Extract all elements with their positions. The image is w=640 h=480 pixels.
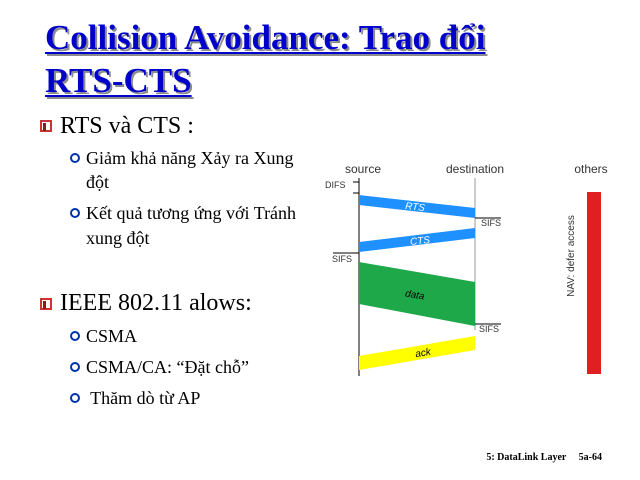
sub-bullet-reduce-collision-line1: Giảm khả năng Xảy ra Xung	[86, 148, 294, 168]
data-frame	[359, 262, 475, 326]
square-bullet-icon	[40, 298, 52, 310]
sub-bullet-csma: CSMA	[86, 326, 138, 346]
sub-bullet-avoidance-line1: Kết quả tương ứng với Tránh	[86, 203, 297, 223]
sifs-label-2: SIFS	[332, 254, 352, 264]
rts-cts-timing-diagram: source destination others DIFS RTS SIFS …	[325, 162, 608, 376]
rts-frame	[359, 195, 475, 218]
data-label: data	[404, 288, 426, 302]
sifs-label-1: SIFS	[481, 218, 501, 228]
others-label: others	[574, 162, 607, 176]
title-line-2: RTS-CTS	[45, 61, 192, 100]
nav-bar	[587, 192, 601, 374]
title-line-1: Collision Avoidance: Trao đổi	[45, 18, 486, 57]
bullet-ieee: IEEE 802.11 alows:	[60, 290, 252, 316]
circle-bullet-icon	[70, 153, 80, 163]
ack-frame	[359, 336, 475, 370]
ack-label: ack	[414, 347, 432, 361]
footer-page-number: 5a-64	[578, 452, 602, 463]
difs-label: DIFS	[325, 180, 346, 190]
cts-frame	[359, 228, 475, 252]
sub-bullet-reduce-collision-line2: đột	[86, 172, 110, 192]
bullet-rts-cts: RTS và CTS :	[60, 113, 194, 139]
circle-bullet-icon	[70, 331, 80, 341]
sub-bullet-polling: Thăm dò từ AP	[86, 388, 201, 408]
destination-label: destination	[446, 162, 504, 176]
circle-bullet-icon	[70, 208, 80, 218]
sub-bullet-avoidance-line2: xung đột	[86, 228, 150, 248]
sifs-label-3: SIFS	[479, 324, 499, 334]
source-label: source	[345, 162, 381, 176]
cts-label: CTS	[410, 235, 431, 248]
sub-bullet-csma-ca: CSMA/CA: “Đặt chỗ”	[86, 357, 249, 377]
circle-bullet-icon	[70, 393, 80, 403]
nav-label: NAV: defer access	[566, 215, 577, 297]
slide-footer: 5: DataLink Layer 5a-64	[486, 452, 602, 463]
square-bullet-icon	[40, 120, 52, 132]
rts-label: RTS	[405, 201, 426, 214]
circle-bullet-icon	[70, 362, 80, 372]
footer-chapter: 5: DataLink Layer	[486, 452, 567, 463]
